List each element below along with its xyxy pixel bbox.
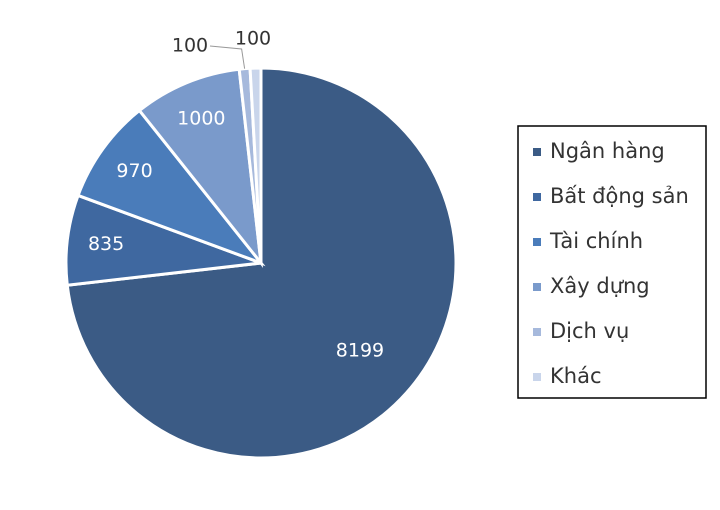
legend-label: Khác [550, 364, 602, 388]
data-label: 8199 [336, 340, 384, 362]
legend-label: Xây dựng [550, 274, 650, 298]
pie-slice [248, 66, 263, 264]
legend-label: Dịch vụ [550, 319, 629, 343]
legend-marker [533, 238, 541, 246]
legend-marker [533, 148, 541, 156]
legend-marker [533, 193, 541, 201]
data-label: 1000 [177, 107, 225, 129]
pie-slice [76, 108, 266, 267]
legend-marker [533, 328, 541, 336]
legend-marker [533, 283, 541, 291]
data-label: 970 [116, 160, 152, 182]
legend-marker [533, 373, 541, 381]
data-label: 100 [235, 28, 271, 50]
legend-label: Bất động sản [550, 184, 689, 208]
legend-label: Tài chính [549, 229, 643, 253]
data-label: 835 [88, 233, 124, 255]
data-label: 100 [172, 35, 208, 57]
legend-label: Ngân hàng [550, 139, 665, 163]
leader-line [209, 45, 246, 69]
pie-slice [137, 67, 264, 269]
legend-box [517, 125, 707, 399]
